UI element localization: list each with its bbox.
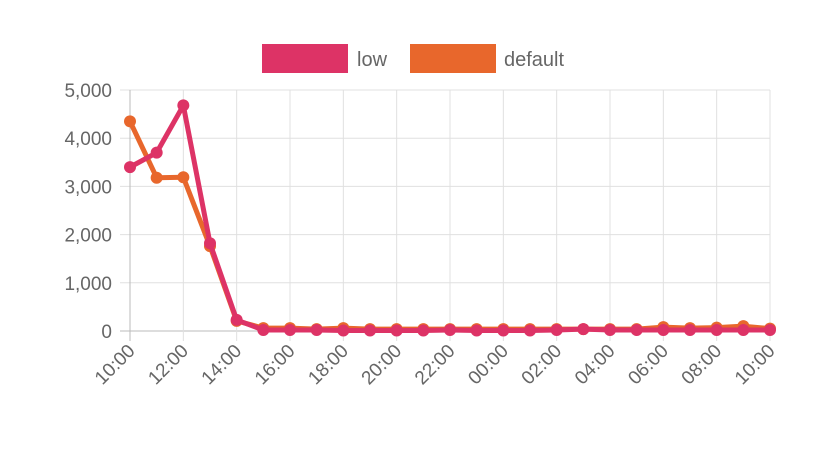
data-point-low <box>204 237 216 250</box>
y-tick-label: 4,000 <box>64 129 112 150</box>
data-point-low <box>177 99 190 112</box>
data-point-low <box>444 324 456 337</box>
y-tick-label: 1,000 <box>64 274 112 295</box>
y-tick-label: 3,000 <box>64 177 112 198</box>
x-tick-label: 10:00 <box>91 341 139 389</box>
data-point-low <box>577 323 590 336</box>
y-axis-ticks: 5,000 4,000 3,000 2,000 1,000 0 <box>64 81 112 343</box>
legend-label-default: default <box>504 49 564 71</box>
x-tick-label: 20:00 <box>358 341 406 389</box>
data-point-low <box>737 324 750 337</box>
data-point-low <box>284 324 296 337</box>
x-tick-label: 18:00 <box>304 341 352 389</box>
x-axis-ticks: 10:00 12:00 14:00 16:00 18:00 20:00 22:00 00:00… <box>91 341 779 389</box>
x-tick-label: 22:00 <box>411 341 459 389</box>
x-tick-label: 14:00 <box>198 341 246 389</box>
x-tick-label: 16:00 <box>251 341 299 389</box>
data-point-default <box>150 171 163 184</box>
legend-swatch-low <box>262 44 348 73</box>
data-point-low <box>630 324 643 337</box>
y-tick-label: 0 <box>101 322 112 343</box>
data-point-low <box>604 324 616 337</box>
grid <box>120 89 771 341</box>
data-point-low <box>657 324 670 337</box>
x-tick-label: 08:00 <box>678 341 726 389</box>
x-tick-label: 12:00 <box>144 341 192 389</box>
data-point-low <box>710 324 723 337</box>
data-point-default <box>124 115 136 128</box>
x-tick-label: 02:00 <box>518 341 566 389</box>
data-point-low <box>310 324 323 337</box>
data-point-low <box>684 324 696 337</box>
data-point-low <box>524 324 536 337</box>
data-point-low <box>364 324 376 337</box>
data-point-low <box>230 313 243 326</box>
legend-swatch-default <box>410 44 496 73</box>
data-point-low <box>550 324 563 337</box>
legend-label-low: low <box>357 49 388 71</box>
x-tick-label: 04:00 <box>571 341 619 389</box>
series-layer <box>124 99 776 337</box>
legend: low default <box>262 44 564 73</box>
x-tick-label: 10:00 <box>731 341 779 389</box>
data-point-low <box>257 324 270 337</box>
y-tick-label: 2,000 <box>64 226 112 247</box>
data-point-low <box>470 324 483 337</box>
data-point-low <box>150 146 163 159</box>
x-tick-label: 06:00 <box>624 341 672 389</box>
data-point-low <box>497 324 510 337</box>
data-point-low <box>124 161 136 174</box>
x-tick-label: 00:00 <box>464 341 512 389</box>
data-point-low <box>337 324 350 337</box>
data-point-low <box>390 324 403 337</box>
data-point-low <box>417 324 430 337</box>
data-point-default <box>177 171 190 184</box>
data-point-low <box>764 324 776 337</box>
y-tick-label: 5,000 <box>64 81 112 102</box>
